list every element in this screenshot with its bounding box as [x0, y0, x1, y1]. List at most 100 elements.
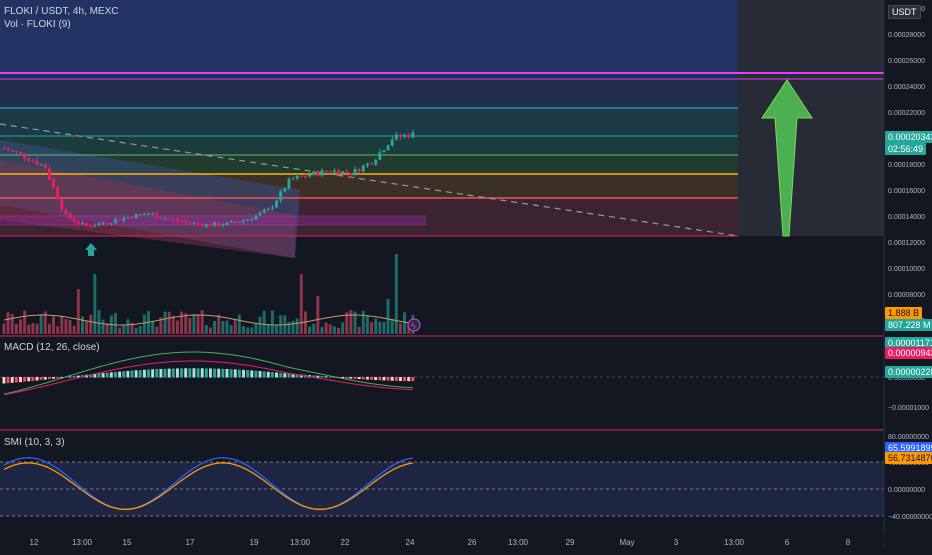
teal-zone — [0, 108, 738, 136]
volume-bar — [345, 312, 349, 334]
volume-bar — [6, 312, 10, 334]
price-tick-label: 0.00024000 — [888, 84, 925, 91]
volume-bar — [254, 323, 258, 334]
macd-hist-bar — [167, 368, 171, 378]
volume-bar — [184, 313, 188, 334]
upper-blue-zone — [0, 0, 738, 75]
volume-bar — [89, 314, 93, 334]
macd-hist-bar — [411, 377, 415, 382]
macd-hist-bar — [93, 373, 97, 378]
price-tick-label: 0.00014000 — [888, 214, 925, 221]
candle-body — [345, 171, 349, 173]
countdown-tag: 02:56:49 — [885, 143, 927, 155]
candle-body — [130, 217, 134, 219]
macd-hist-bar — [97, 373, 101, 378]
volume-bar — [43, 311, 47, 334]
volume-bar — [76, 289, 80, 334]
macd-hist-bar — [60, 377, 64, 378]
small-up-arrow-icon — [85, 243, 97, 256]
macd-hist-bar — [279, 372, 283, 378]
candle-body — [312, 171, 316, 175]
time-tick-label: 13:00 — [508, 538, 529, 547]
candle-body — [382, 150, 386, 153]
candle-body — [60, 199, 64, 210]
macd-hist-bar — [89, 374, 93, 378]
candle-body — [180, 220, 184, 222]
volume-bar — [390, 318, 394, 334]
volume-bar — [142, 314, 146, 334]
candle-body — [142, 214, 146, 216]
candle-body — [6, 148, 10, 151]
candle-body — [35, 160, 39, 165]
macd-hist-bar — [184, 368, 188, 378]
macd-hist-bar — [233, 369, 237, 378]
volume-bar — [262, 310, 266, 334]
candle-body — [89, 226, 93, 228]
macd-hist-bar — [386, 377, 390, 381]
candle-body — [14, 151, 18, 153]
volume-bar — [56, 326, 60, 334]
macd-hist-bar — [6, 377, 10, 384]
volume-bar — [275, 325, 279, 334]
macd-hist-bar — [407, 377, 411, 382]
candle-body — [209, 224, 212, 227]
candle-body — [233, 221, 237, 223]
svg-text:ϟ: ϟ — [411, 321, 416, 331]
candle-body — [370, 163, 373, 165]
time-tick-label: 12 — [30, 538, 39, 547]
smi-tick-label: 0.00000000 — [888, 487, 925, 494]
candle-body — [378, 152, 382, 160]
volume-bar — [386, 299, 390, 334]
symbol-title: FLOKI / USDT, 4h, MEXC — [4, 6, 119, 17]
macd-hist-bar — [357, 377, 361, 380]
candle-body — [109, 223, 113, 225]
volume-bar — [85, 321, 89, 334]
macd-hist-bar — [163, 368, 167, 378]
candle-body — [39, 164, 43, 166]
macd-hist-bar — [10, 377, 14, 383]
candle-body — [308, 174, 312, 177]
macd-hist-bar — [209, 368, 212, 378]
macd-tick-label: 0.00000000 — [888, 375, 925, 382]
price-tick-label: 0.00018000 — [888, 162, 925, 169]
macd-hist-bar — [72, 376, 76, 378]
candle-body — [394, 134, 398, 140]
candle-body — [365, 163, 369, 166]
time-axis-bg — [0, 534, 884, 550]
volume-bar — [209, 327, 212, 334]
candle-body — [155, 213, 159, 218]
macd-hist-bar — [130, 370, 134, 378]
volume-bar — [68, 320, 72, 334]
volume-bar — [35, 323, 39, 334]
volume-bar — [64, 319, 68, 334]
candle-body — [357, 169, 361, 172]
candle-body — [225, 222, 229, 226]
upper-band-zone — [0, 75, 738, 108]
volume-bar — [27, 324, 31, 334]
currency-badge[interactable]: USDT — [888, 5, 921, 19]
volume-bar — [378, 321, 382, 334]
macd-hist-bar — [192, 368, 196, 378]
macd-hist-bar — [196, 368, 200, 378]
candle-body — [398, 134, 402, 137]
candle-body — [188, 221, 192, 223]
macd-hist-bar — [204, 368, 208, 378]
volume-bar — [341, 322, 345, 334]
macd-hist-bar — [19, 377, 22, 383]
candle-body — [147, 213, 150, 215]
time-tick-label: 29 — [566, 538, 575, 547]
macd-hist-bar — [105, 372, 109, 378]
volume-bar — [31, 322, 35, 334]
volume-tag-b: 807.228 M — [885, 319, 932, 331]
time-tick-label: 6 — [785, 538, 790, 547]
candle-body — [386, 145, 390, 151]
candle-body — [217, 222, 221, 226]
candle-body — [151, 213, 155, 215]
macd-hist-bar — [43, 377, 47, 380]
macd-hist-bar — [2, 377, 6, 384]
lightning-icon — [407, 318, 421, 332]
candle-body — [114, 219, 117, 224]
support-box — [0, 215, 426, 226]
